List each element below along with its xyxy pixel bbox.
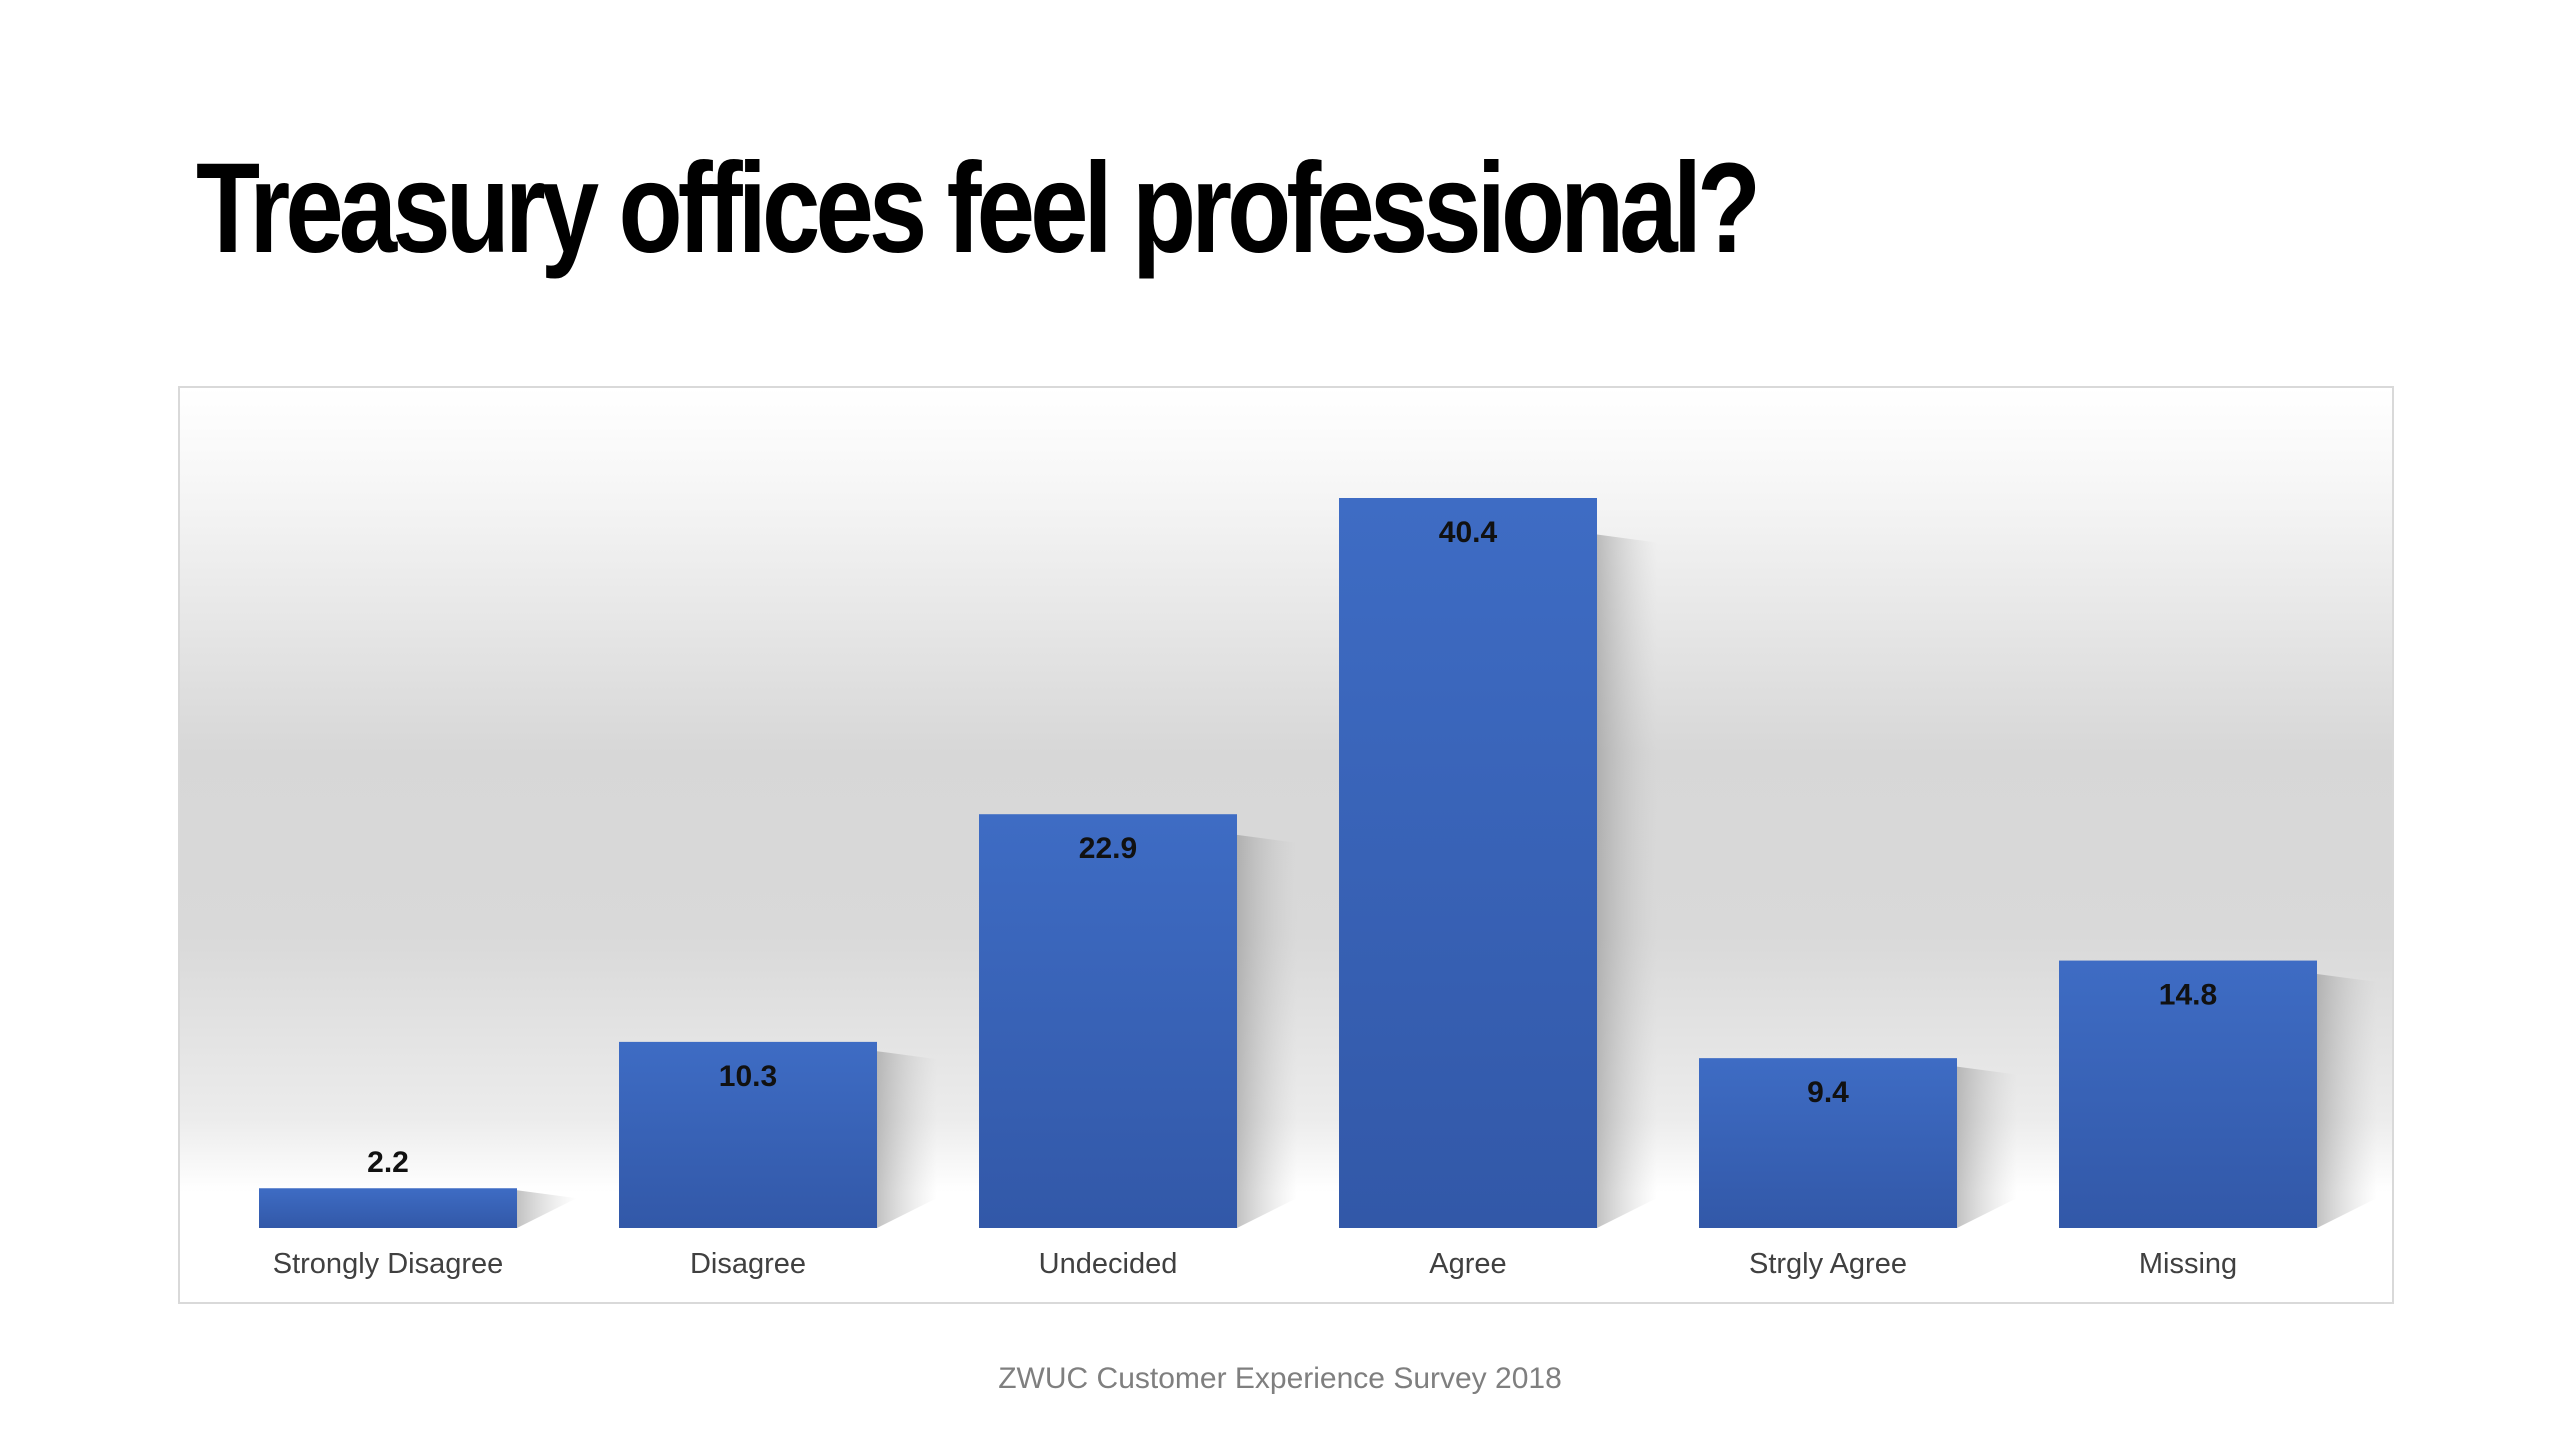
- bar-shadow: [877, 1051, 937, 1228]
- bar-shadow: [1597, 534, 1657, 1228]
- category-label: Strgly Agree: [1749, 1248, 1907, 1280]
- data-label: 10.3: [719, 1060, 777, 1093]
- bar-shadow: [1237, 834, 1297, 1228]
- bars: [259, 498, 2317, 1228]
- data-label: 40.4: [1439, 516, 1498, 549]
- data-labels: 2.2 10.3 22.9 40.4 9.4 14.8: [367, 516, 2217, 1179]
- category-label: Agree: [1429, 1248, 1506, 1280]
- bar: [979, 814, 1237, 1228]
- data-label: 9.4: [1807, 1076, 1849, 1109]
- category-labels: Strongly Disagree Disagree Undecided Agree S…: [273, 1248, 2237, 1280]
- bar-shadow: [1957, 1066, 2017, 1228]
- bar: [619, 1041, 877, 1228]
- bar: [1339, 498, 1597, 1228]
- data-label: 22.9: [1079, 832, 1137, 865]
- chart-area: 2.2 10.3 22.9 40.4 9.4 14.8 Strongly Disagree…: [178, 386, 2394, 1304]
- category-label: Disagree: [690, 1248, 806, 1280]
- source-caption: ZWUC Customer Experience Survey 2018: [998, 1362, 1562, 1395]
- bar: [259, 1188, 517, 1228]
- data-label: 2.2: [367, 1146, 409, 1179]
- bar-shadow: [2317, 973, 2377, 1228]
- category-label: Undecided: [1039, 1248, 1178, 1280]
- slide-title: Treasury offices feel professional?: [196, 137, 1761, 280]
- category-label: Missing: [2139, 1248, 2237, 1280]
- bar-shadow: [517, 1190, 577, 1228]
- bar-shadows: [517, 534, 2377, 1228]
- bar-chart: 2.2 10.3 22.9 40.4 9.4 14.8 Strongly Disagree…: [259, 498, 2377, 1280]
- category-label: Strongly Disagree: [273, 1248, 504, 1280]
- bar: [1699, 1058, 1957, 1228]
- bar: [2059, 960, 2317, 1228]
- data-label: 14.8: [2159, 979, 2217, 1012]
